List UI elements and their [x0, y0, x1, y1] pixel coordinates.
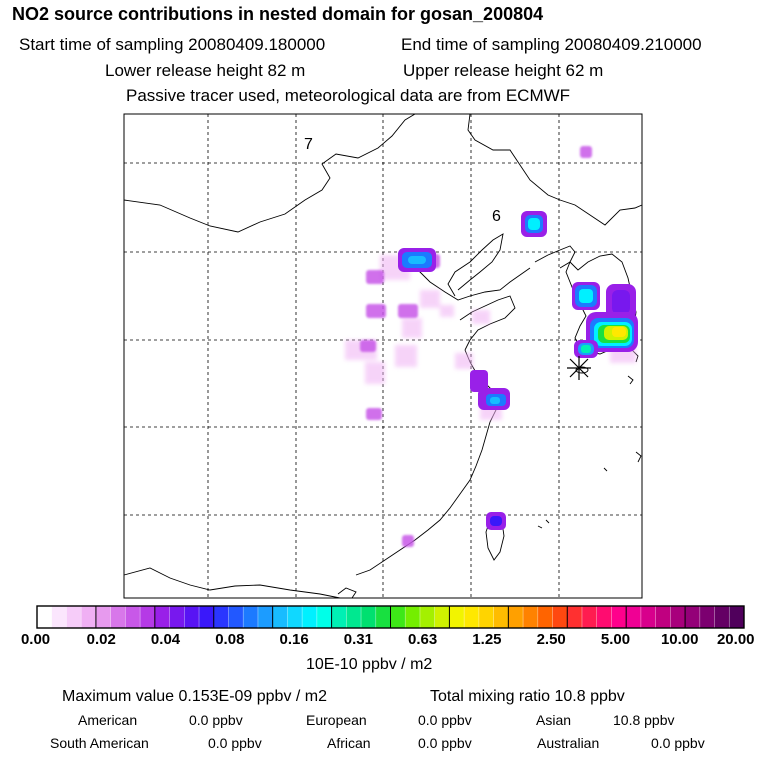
colorbar-cell [272, 606, 288, 628]
colorbar-cell [95, 606, 112, 628]
colorbar-cell [640, 606, 657, 628]
south-american-label: South American [50, 735, 149, 751]
colorbar-cell [655, 606, 671, 628]
colorbar-cell [714, 606, 730, 628]
african-label: African [327, 735, 371, 751]
colorbar-cell [434, 606, 450, 628]
colorbar-cell [331, 606, 347, 628]
colorbar-cell [405, 606, 421, 628]
colorbar-tick-label: 0.08 [215, 631, 245, 648]
colorbar-cell [611, 606, 627, 628]
colorbar-cell [316, 606, 333, 628]
end-time-label: End time of sampling 20080409.210000 [401, 35, 702, 54]
australian-value: 0.0 ppbv [651, 735, 705, 751]
colorbar-cell [346, 606, 362, 628]
colorbar-cell [596, 606, 612, 628]
colorbar-cell [464, 606, 480, 628]
colorbar-cell [125, 606, 141, 628]
colorbar-cell [110, 606, 126, 628]
colorbar-cell [287, 606, 303, 628]
upper-release-label: Upper release height 62 m [403, 61, 604, 80]
colorbar-cell [729, 606, 745, 628]
colorbar-cell [537, 606, 554, 628]
maximum-value: Maximum value 0.153E-09 ppbv / m2 [62, 688, 328, 705]
colorbar-tick-label: 20.00 [716, 631, 755, 648]
colorbar-cell [361, 606, 377, 628]
colorbar-cell [508, 606, 524, 628]
region-label-7: 7 [304, 136, 313, 153]
american-label: American [78, 712, 138, 728]
colorbar-tick-label: 0.02 [86, 631, 116, 648]
colorbar-units: 10E-10 ppbv / m2 [306, 656, 433, 673]
colorbar-cell [685, 606, 701, 628]
colorbar-cell [199, 606, 215, 628]
colorbar-cell [626, 606, 642, 628]
colorbar-cell [581, 606, 598, 628]
colorbar-tick-label: 2.50 [536, 631, 566, 648]
australian-label: Australian [537, 735, 600, 751]
colorbar-cell [51, 606, 67, 628]
colorbar-cell [169, 606, 185, 628]
plume-layer [345, 146, 638, 547]
colorbar-tick-label: 1.25 [472, 631, 502, 648]
colorbar-cell [140, 606, 156, 628]
colorbar-tick-label: 0.31 [343, 631, 373, 648]
colorbar-cell [449, 606, 465, 628]
european-value: 0.0 ppbv [418, 712, 472, 728]
colorbar-tick-label: 0.00 [20, 631, 51, 648]
colorbar-tick-label: 0.04 [150, 631, 181, 648]
colorbar-cell [228, 606, 244, 628]
colorbar-cell [390, 606, 406, 628]
colorbar-tick-label: 10.00 [660, 631, 699, 648]
colorbar-tick-label: 5.00 [600, 631, 631, 648]
colorbar-tick-label: 0.63 [408, 631, 438, 648]
chart-title: NO2 source contributions in nested domai… [12, 4, 544, 24]
lower-release-label: Lower release height 82 m [105, 61, 306, 80]
map-grid [124, 114, 642, 598]
colorbar-cell [552, 606, 568, 628]
colorbar-cell [375, 606, 391, 628]
colorbar-tick-label: 0.16 [279, 631, 309, 648]
total-mixing-ratio: Total mixing ratio 10.8 ppbv [430, 688, 625, 705]
colorbar-cell [154, 606, 171, 628]
asian-label: Asian [536, 712, 572, 728]
colorbar-cell [419, 606, 436, 628]
colorbar-cell [184, 606, 200, 628]
colorbar-cell [699, 606, 716, 628]
colorbar-cell [257, 606, 274, 628]
asian-value: 10.8 ppbv [613, 712, 675, 728]
colorbar-cell [66, 606, 82, 628]
region-label-6: 6 [492, 208, 501, 225]
start-time-label: Start time of sampling 20080409.180000 [19, 35, 326, 54]
colorbar-cell [243, 606, 259, 628]
receptor-marker [567, 356, 591, 380]
tracer-label: Passive tracer used, meteorological data… [126, 86, 571, 105]
colorbar-cell [670, 606, 686, 628]
colorbar-cell [213, 606, 229, 628]
american-value: 0.0 ppbv [189, 712, 243, 728]
colorbar-cell [493, 606, 509, 628]
european-label: European [306, 712, 367, 728]
colorbar-cell [567, 606, 583, 628]
colorbar-cell [523, 606, 539, 628]
colorbar-cell [81, 606, 97, 628]
colorbar-cell [37, 606, 53, 628]
african-value: 0.0 ppbv [418, 735, 472, 751]
colorbar-cell [302, 606, 318, 628]
colorbar-cell [478, 606, 495, 628]
south-american-value: 0.0 ppbv [208, 735, 262, 751]
